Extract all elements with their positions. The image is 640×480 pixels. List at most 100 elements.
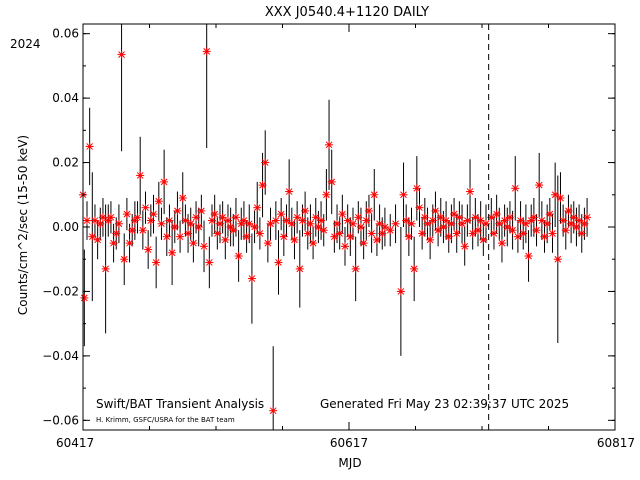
data-point	[231, 213, 240, 222]
y-tick-label: 0.04	[52, 91, 79, 105]
data-point	[141, 203, 150, 212]
data-point	[474, 226, 483, 235]
data-point	[551, 190, 560, 199]
data-point	[138, 226, 147, 235]
data-point	[378, 229, 387, 238]
data-point	[447, 219, 456, 228]
data-point	[295, 264, 304, 273]
data-point	[263, 239, 272, 248]
data-point	[412, 184, 421, 193]
data-point	[561, 226, 570, 235]
data-point	[529, 213, 538, 222]
data-point	[194, 223, 203, 231]
data-point	[335, 229, 344, 238]
data-point	[545, 210, 554, 219]
data-point	[564, 206, 573, 215]
x-tick-label: 60817	[597, 436, 635, 450]
y-tick-label: 0.02	[52, 156, 79, 170]
data-point	[218, 213, 227, 222]
data-point	[367, 229, 376, 238]
y-tick-label: 0.00	[52, 220, 79, 234]
x-axis-label: MJD	[338, 456, 361, 470]
year-label: 2024	[10, 37, 41, 51]
data-point	[215, 219, 224, 228]
plot-frame	[82, 23, 616, 431]
plot-area	[79, 24, 592, 430]
data-point	[114, 219, 123, 228]
data-point	[404, 232, 413, 241]
data-point	[88, 232, 97, 241]
data-point	[309, 239, 318, 248]
data-point	[410, 264, 419, 273]
error-bars	[82, 24, 588, 430]
data-point	[293, 213, 302, 222]
x-tick-label: 60417	[56, 436, 94, 450]
data-point	[184, 229, 193, 238]
data-point	[269, 406, 278, 415]
data-point	[160, 177, 169, 186]
data-point	[489, 229, 498, 238]
data-point	[221, 235, 230, 244]
data-point	[521, 219, 530, 228]
data-point	[325, 140, 334, 149]
data-point	[434, 226, 443, 235]
data-point	[274, 258, 283, 267]
data-point	[364, 206, 373, 215]
data-point	[333, 219, 342, 228]
data-point	[152, 258, 161, 267]
data-point	[144, 245, 153, 254]
data-point	[279, 232, 288, 241]
data-point	[577, 229, 586, 238]
data-point	[162, 232, 171, 241]
data-point	[202, 47, 211, 56]
data-point	[101, 264, 110, 273]
data-point	[298, 216, 307, 225]
y-axis: −0.06 −0.04 −0.02 0.00 0.02 0.04 0.06	[42, 27, 615, 427]
data-point	[351, 264, 360, 273]
data-point	[511, 184, 520, 193]
data-point	[146, 216, 155, 225]
data-point	[471, 213, 480, 222]
data-point	[317, 216, 326, 225]
data-point	[239, 216, 248, 225]
data-point	[157, 219, 166, 228]
data-point	[537, 216, 546, 225]
data-point	[439, 223, 448, 231]
data-point	[303, 229, 312, 238]
data-point	[559, 216, 568, 225]
data-point	[173, 206, 182, 215]
data-point	[301, 206, 310, 215]
data-point	[327, 177, 336, 186]
data-point	[277, 210, 286, 219]
data-point	[210, 210, 219, 219]
data-point	[348, 219, 357, 228]
data-point	[133, 213, 142, 222]
data-point	[197, 206, 206, 215]
data-point	[117, 50, 126, 59]
data-point	[290, 235, 299, 244]
data-point	[285, 187, 294, 196]
data-point	[205, 258, 214, 267]
data-point	[380, 223, 389, 231]
data-point	[428, 216, 437, 225]
data-point	[346, 232, 355, 241]
data-point	[80, 293, 89, 302]
data-point	[356, 223, 365, 231]
data-point	[258, 181, 267, 190]
data-point	[466, 187, 475, 196]
data-point	[93, 235, 102, 244]
data-point	[253, 203, 262, 212]
data-point	[553, 255, 562, 264]
data-point	[386, 226, 395, 235]
data-point	[120, 255, 129, 264]
data-point	[543, 219, 552, 228]
data-point	[505, 213, 514, 222]
data-point	[370, 190, 379, 199]
data-point	[106, 213, 115, 222]
footer-right: Generated Fri May 23 02:39:37 UTC 2025	[320, 397, 569, 411]
data-point	[540, 232, 549, 241]
data-point	[189, 239, 198, 248]
y-tick-label: −0.06	[42, 413, 79, 427]
data-point	[455, 213, 464, 222]
data-point	[431, 206, 440, 215]
